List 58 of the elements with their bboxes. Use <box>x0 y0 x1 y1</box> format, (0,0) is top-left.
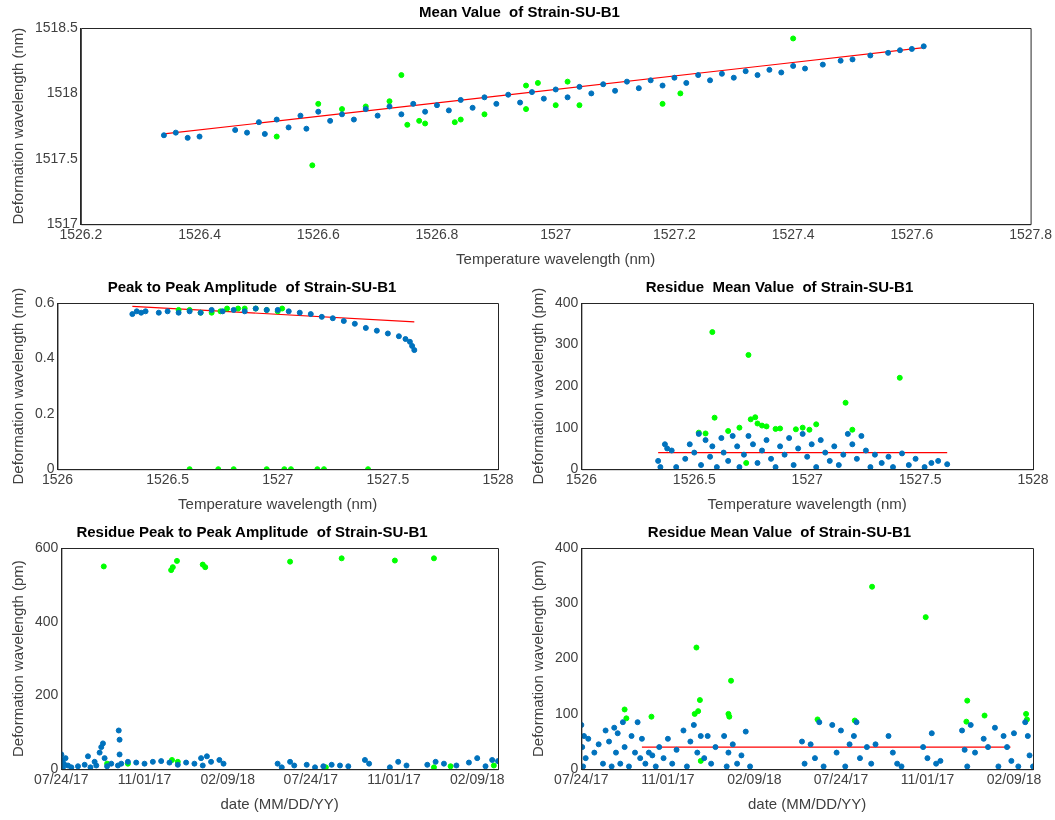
chart-title: Residue Peak to Peak Amplitude of Strain-SU-B1 <box>76 523 428 541</box>
x-tick-label: 1527 <box>540 226 572 243</box>
x-tick-label: 1527.8 <box>1009 226 1053 243</box>
chart-title: Peak to Peak Amplitude of Strain-SU-B1 <box>107 278 397 296</box>
y-tick-label: 0.4 <box>34 349 55 366</box>
x-tick-label: 1526.4 <box>178 226 222 243</box>
y-tick-label: 600 <box>35 538 59 555</box>
y-axis-title: Deformation wavelength (pm) <box>529 287 547 485</box>
y-tick-label: 1517.5 <box>34 149 79 166</box>
x-tick-label: 02/09/18 <box>986 771 1042 788</box>
x-tick-label: 11/01/17 <box>117 771 172 788</box>
y-tick-label: 200 <box>555 649 579 666</box>
x-tick-label: 1527 <box>791 471 823 488</box>
x-tick-label: 1527.5 <box>366 471 410 488</box>
x-axis-title: Temperature wavelength (nm) <box>707 495 907 513</box>
y-axis-title: Deformation wavelength (nm) <box>9 287 27 485</box>
y-tick-label: 100 <box>555 418 579 435</box>
y-tick-label: 200 <box>35 686 59 703</box>
y-tick-label: 0.6 <box>34 293 55 310</box>
y-tick-label: 100 <box>555 704 579 721</box>
x-tick-label: 1527.5 <box>898 471 942 488</box>
x-axis-title: Temperature wavelength (nm) <box>178 495 378 513</box>
x-tick-label: 02/09/18 <box>200 771 256 788</box>
x-tick-label: 11/01/17 <box>900 771 955 788</box>
x-axis-title: Temperature wavelength (nm) <box>456 250 656 268</box>
y-tick-label: 300 <box>555 594 579 611</box>
chart-title: Residue Mean Value of Strain-SU-B1 <box>645 278 914 296</box>
x-tick-label: 11/01/17 <box>367 771 421 788</box>
y-axis-title: Deformation wavelength (nm) <box>9 27 27 225</box>
chart-title: Residue Mean Value of Strain-SU-B1 <box>647 523 912 541</box>
x-axis-title: date (MM/DD/YY) <box>748 795 867 813</box>
x-tick-label: 07/24/17 <box>813 771 869 788</box>
y-axis-title: Deformation wavelength (pm) <box>529 560 547 757</box>
y-tick-label: 300 <box>555 335 579 352</box>
y-tick-label: 1518.5 <box>34 18 79 35</box>
y-tick-label: 400 <box>555 538 579 555</box>
x-tick-label: 11/01/17 <box>641 771 695 788</box>
x-tick-label: 1527.6 <box>890 226 934 243</box>
y-axis-title: Deformation wavelength (pm) <box>9 560 27 757</box>
x-tick-label: 07/24/17 <box>283 771 339 788</box>
x-tick-label: 02/09/18 <box>449 771 505 788</box>
x-tick-label: 02/09/18 <box>727 771 782 788</box>
x-tick-label: 1526.6 <box>296 226 340 243</box>
x-tick-label: 1527.4 <box>771 226 815 243</box>
x-tick-label: 1528 <box>482 471 514 488</box>
x-tick-label: 1527 <box>262 471 294 488</box>
y-tick-label: 200 <box>555 376 579 393</box>
x-tick-label: 1526.5 <box>146 471 190 488</box>
x-tick-label: 1527.2 <box>653 226 697 243</box>
chart-title: Mean Value of Strain-SU-B1 <box>419 3 620 21</box>
y-tick-label: 400 <box>35 612 59 629</box>
y-tick-label: 1518 <box>46 84 79 101</box>
y-tick-label: 0.2 <box>34 404 55 421</box>
x-tick-label: 1526.8 <box>415 226 459 243</box>
y-tick-label: 400 <box>555 293 579 310</box>
x-tick-label: 1528 <box>1017 471 1049 488</box>
x-axis-title: date (MM/DD/YY) <box>220 795 339 813</box>
x-tick-label: 1526.5 <box>672 471 716 488</box>
